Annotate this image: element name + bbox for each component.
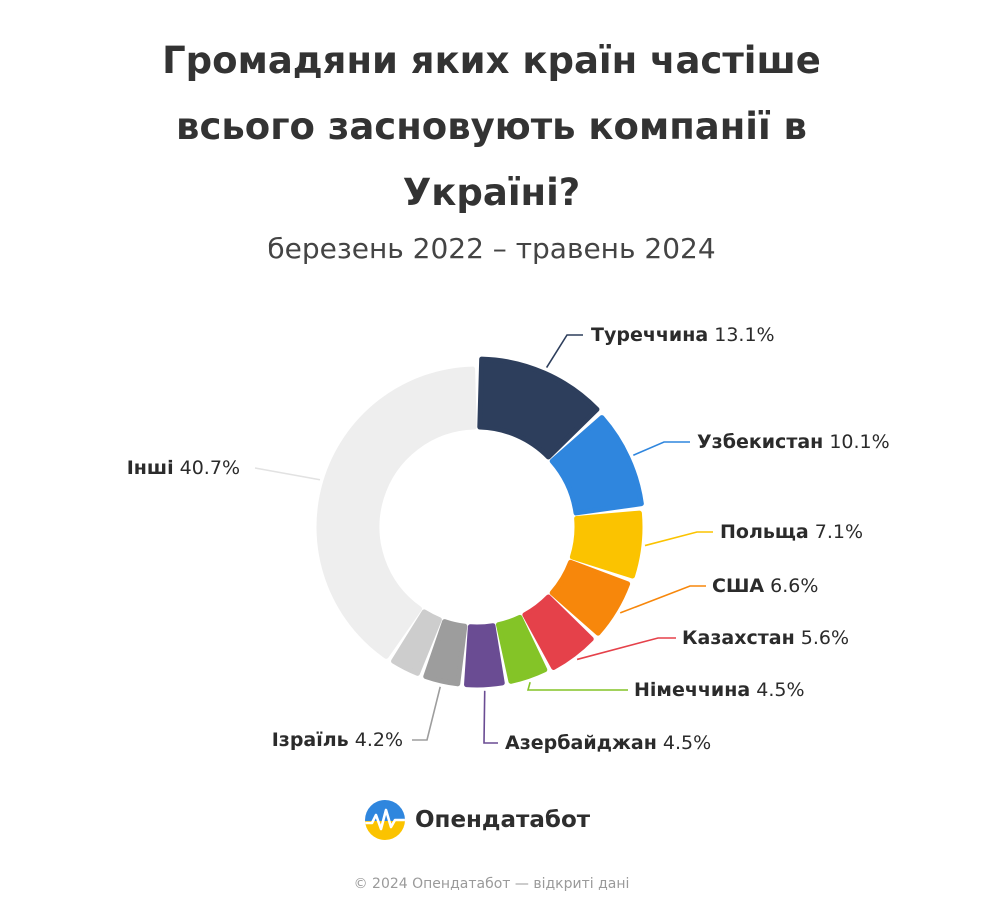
slice-label-value: 7.1%	[809, 521, 863, 543]
slice-label-value: 6.6%	[764, 575, 818, 597]
slices-group	[316, 356, 644, 688]
slice-other-unlabeled	[391, 609, 442, 676]
leader-line-азербайджан	[483, 690, 498, 744]
leader-line-інші	[254, 467, 321, 481]
leader-line-узбекистан	[632, 441, 690, 456]
slice-label-value: 5.6%	[795, 627, 849, 649]
leader-line-ізраїль	[412, 686, 441, 741]
slice-німеччина	[495, 614, 548, 684]
chart-title: Громадяни яких країн частіше всього засн…	[0, 28, 983, 226]
slice-label-азербайджан: Азербайджан 4.5%	[505, 732, 711, 754]
slice-label-казахстан: Казахстан 5.6%	[682, 627, 849, 649]
leader-line-казахстан	[576, 637, 676, 661]
slice-label-name: Казахстан	[682, 627, 795, 649]
slice-label-value: 10.1%	[823, 431, 889, 453]
labels-group: Туреччина 13.1% Узбекистан 10.1% Польща 7.…	[127, 324, 890, 754]
slice-label-name: Німеччина	[634, 679, 750, 701]
footer-copyright: © 2024 Опендатабот — відкриті дані	[353, 876, 630, 892]
slice-інші	[316, 366, 477, 659]
chart-title-line-3: Україні?	[402, 171, 581, 214]
slice-label-value: 40.7%	[174, 457, 240, 479]
slice-label-name: Туреччина	[591, 324, 708, 346]
chart-title-line-2: всього засновують компанії в	[176, 105, 807, 148]
slice-ізраїль	[423, 619, 468, 687]
leader-line-польща	[644, 531, 713, 547]
leader-line-сша	[619, 585, 706, 614]
slice-азербайджан	[464, 623, 505, 688]
slice-label-сша: США 6.6%	[712, 575, 818, 597]
slice-label-value: 4.2%	[349, 729, 403, 751]
slice-label-туреччина: Туреччина 13.1%	[591, 324, 775, 346]
opendatabot-logo-icon	[365, 800, 405, 840]
slice-узбекистан	[549, 415, 644, 516]
leader-line-туреччина	[545, 334, 583, 368]
leader-line-німеччина	[526, 681, 628, 691]
slice-label-name: Польща	[720, 521, 809, 543]
slice-label-інші: Інші 40.7%	[127, 457, 240, 479]
slice-label-value: 13.1%	[708, 324, 774, 346]
slice-label-name: Ізраїль	[272, 729, 349, 751]
slice-label-value: 4.5%	[750, 679, 804, 701]
chart-title-line-1: Громадяни яких країн частіше	[162, 39, 821, 82]
slice-label-німеччина: Німеччина 4.5%	[634, 679, 805, 701]
slice-label-ізраїль: Ізраїль 4.2%	[272, 729, 403, 751]
slice-label-name: США	[712, 575, 764, 597]
slice-label-узбекистан: Узбекистан 10.1%	[697, 431, 890, 453]
brand-logo: Опендатабот	[363, 797, 590, 843]
slice-label-name: Азербайджан	[505, 732, 657, 754]
slice-сша	[549, 559, 631, 636]
chart-subtitle: березень 2022 – травень 2024	[267, 232, 716, 265]
slice-казахстан	[522, 594, 594, 670]
slice-label-name: Інші	[127, 457, 174, 479]
slice-label-name: Узбекистан	[697, 431, 823, 453]
slice-туреччина	[477, 356, 600, 460]
slice-label-польща: Польща 7.1%	[720, 521, 863, 543]
brand-name: Опендатабот	[415, 807, 591, 833]
slice-польща	[569, 510, 643, 579]
slice-label-value: 4.5%	[657, 732, 711, 754]
